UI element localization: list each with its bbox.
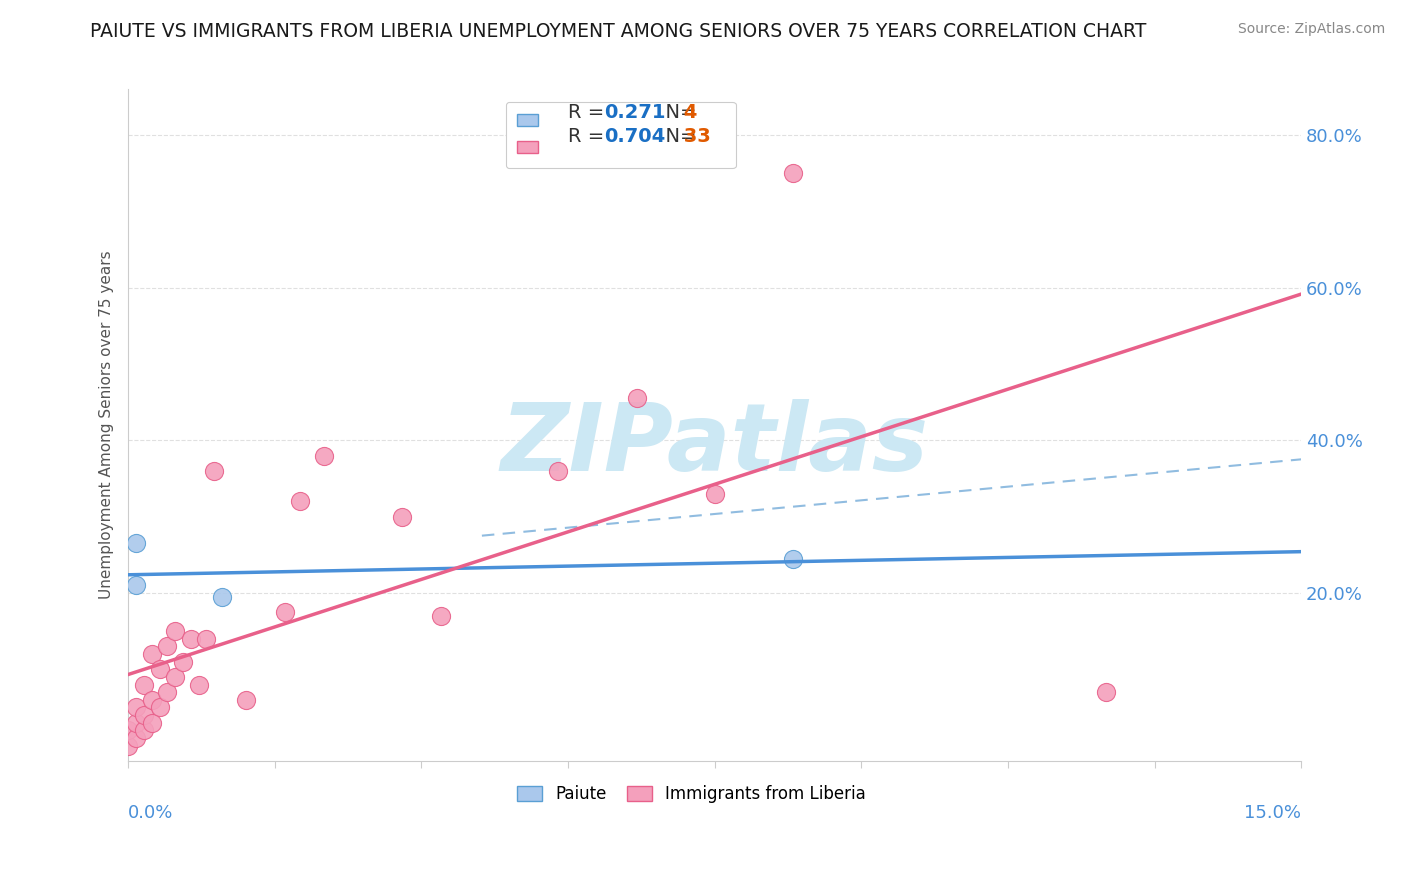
- Text: 0.0%: 0.0%: [128, 805, 173, 822]
- Point: [430, 608, 453, 623]
- Text: R =: R =: [568, 127, 617, 145]
- Point: [273, 605, 295, 619]
- Point: [141, 715, 163, 730]
- Point: [141, 692, 163, 706]
- Point: [125, 578, 148, 592]
- Text: PAIUTE VS IMMIGRANTS FROM LIBERIA UNEMPLOYMENT AMONG SENIORS OVER 75 YEARS CORRE: PAIUTE VS IMMIGRANTS FROM LIBERIA UNEMPL…: [90, 22, 1147, 41]
- Text: 0.271: 0.271: [605, 103, 666, 122]
- Point: [1094, 685, 1116, 699]
- Point: [117, 739, 139, 753]
- Text: 0.704: 0.704: [605, 127, 665, 145]
- Y-axis label: Unemployment Among Seniors over 75 years: Unemployment Among Seniors over 75 years: [100, 251, 114, 599]
- Point: [165, 624, 187, 638]
- Text: N=: N=: [652, 103, 702, 122]
- Point: [195, 632, 218, 646]
- Point: [148, 662, 170, 676]
- Point: [125, 731, 148, 745]
- Point: [290, 494, 312, 508]
- Point: [125, 536, 148, 550]
- Text: 33: 33: [678, 127, 711, 145]
- Point: [547, 464, 569, 478]
- Point: [132, 708, 155, 723]
- Point: [132, 677, 155, 691]
- Point: [235, 692, 257, 706]
- Text: Source: ZipAtlas.com: Source: ZipAtlas.com: [1237, 22, 1385, 37]
- Point: [165, 670, 187, 684]
- Text: R =: R =: [568, 103, 617, 122]
- Point: [172, 655, 194, 669]
- Text: ZIPatlas: ZIPatlas: [501, 399, 929, 491]
- Text: 15.0%: 15.0%: [1244, 805, 1301, 822]
- Point: [132, 723, 155, 738]
- Point: [626, 391, 648, 405]
- Point: [211, 590, 233, 604]
- Legend: Paiute, Immigrants from Liberia: Paiute, Immigrants from Liberia: [510, 778, 872, 810]
- Point: [391, 509, 413, 524]
- Point: [117, 723, 139, 738]
- Point: [782, 166, 804, 180]
- Point: [703, 486, 725, 500]
- Text: 4: 4: [678, 103, 697, 122]
- Point: [180, 632, 202, 646]
- Point: [312, 449, 335, 463]
- Point: [156, 685, 179, 699]
- Point: [141, 647, 163, 661]
- Point: [782, 551, 804, 566]
- Point: [125, 700, 148, 714]
- Point: [148, 700, 170, 714]
- Point: [125, 715, 148, 730]
- Point: [202, 464, 225, 478]
- Point: [187, 677, 209, 691]
- Point: [156, 640, 179, 654]
- Text: N=: N=: [652, 127, 702, 145]
